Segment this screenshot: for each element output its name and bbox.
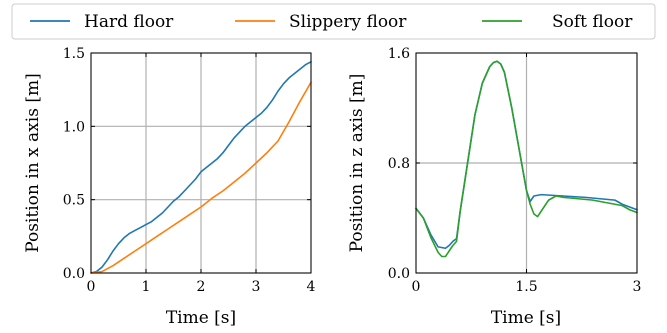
ticks: 0 1 2 3 4 0.0 0.5 1.0 1.5 (63, 46, 316, 295)
legend-label-hard-floor: Hard floor (84, 12, 174, 32)
y-tick-label: 1.5 (63, 46, 85, 62)
y-tick-label: 0.0 (63, 266, 85, 282)
series-line-slippery-floor (90, 81, 312, 274)
y-axis-label: Position in z axis [m] (347, 74, 367, 253)
legend-label-soft-floor: Soft floor (552, 12, 633, 32)
z-position-plot: 0 1.5 3 0.0 0.8 1.6 Time [s] Position in z ax… (347, 46, 641, 328)
grid (415, 52, 638, 274)
legend-frame (11, 3, 656, 40)
series-line-soft-floor (415, 60, 638, 258)
y-tick-label: 0.5 (63, 193, 85, 209)
x-tick-label: 2 (197, 279, 206, 295)
y-tick-label: 1.6 (388, 46, 410, 62)
y-axis-label: Position in x axis [m] (23, 73, 43, 252)
grid (90, 52, 312, 274)
y-tick-label: 0.8 (388, 156, 410, 172)
ticks: 0 1.5 3 0.0 0.8 1.6 (388, 46, 642, 295)
series-group (415, 60, 638, 258)
x-tick-label: 4 (307, 279, 316, 295)
x-axis-label: Time [s] (491, 308, 561, 328)
legend-label-slippery-floor: Slippery floor (289, 12, 407, 32)
x-tick-label: 1.5 (515, 279, 537, 295)
x-tick-label: 1 (142, 279, 151, 295)
x-tick-label: 0 (87, 279, 96, 295)
x-tick-label: 3 (252, 279, 261, 295)
legend: Hard floor Slippery floor Soft floor (11, 3, 656, 40)
y-tick-label: 1.0 (63, 119, 85, 135)
series-line-hard-floor (90, 61, 312, 274)
series-group (90, 61, 312, 274)
x-tick-label: 3 (633, 279, 642, 295)
x-position-plot: 0 1 2 3 4 0.0 0.5 1.0 1.5 Time [s] Position in x… (23, 46, 316, 328)
x-tick-label: 0 (412, 279, 421, 295)
x-axis-label: Time [s] (166, 308, 236, 328)
y-tick-label: 0.0 (388, 266, 410, 282)
